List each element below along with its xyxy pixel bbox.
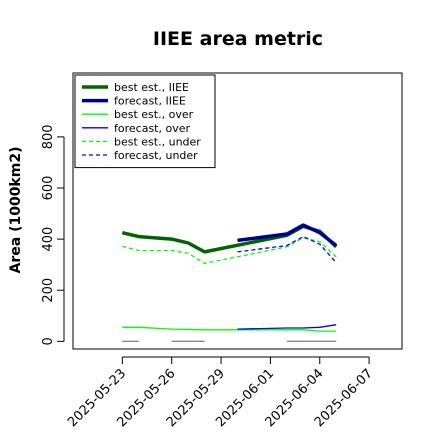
- legend-label: best est., under: [114, 135, 201, 148]
- chart-title: IIEE area metric: [153, 28, 323, 50]
- x-axis: 2025-05-232025-05-262025-05-292025-06-01…: [65, 356, 376, 430]
- legend-label: forecast, IIEE: [114, 95, 186, 108]
- series-line-best-est-iiee: [121, 224, 338, 254]
- legend-label: best est., over: [114, 108, 194, 121]
- legend-label: forecast, over: [114, 122, 190, 135]
- legend-label: best est., IIEE: [114, 81, 189, 94]
- series-layer: [121, 223, 338, 342]
- series-line-forecast-under: [237, 235, 337, 264]
- y-tick-label: 600: [41, 176, 56, 201]
- y-tick-label: 200: [41, 278, 56, 303]
- legend-label: forecast, under: [114, 149, 198, 162]
- y-tick-label: 400: [41, 227, 56, 252]
- y-tick-label: 0: [41, 337, 56, 345]
- series-line-forecast-iiee: [237, 223, 338, 247]
- series-line-forecast-over: [237, 324, 337, 330]
- legend-box: [74, 74, 216, 169]
- series-line-best-est-under: [122, 237, 337, 265]
- y-axis-label: Area (1000km2): [8, 147, 24, 274]
- y-tick-label: 800: [41, 124, 56, 149]
- series-line-best-est-over: [122, 326, 337, 332]
- y-axis: 0 200 400 600 800: [41, 124, 65, 345]
- plot-area-frame: [72, 72, 403, 350]
